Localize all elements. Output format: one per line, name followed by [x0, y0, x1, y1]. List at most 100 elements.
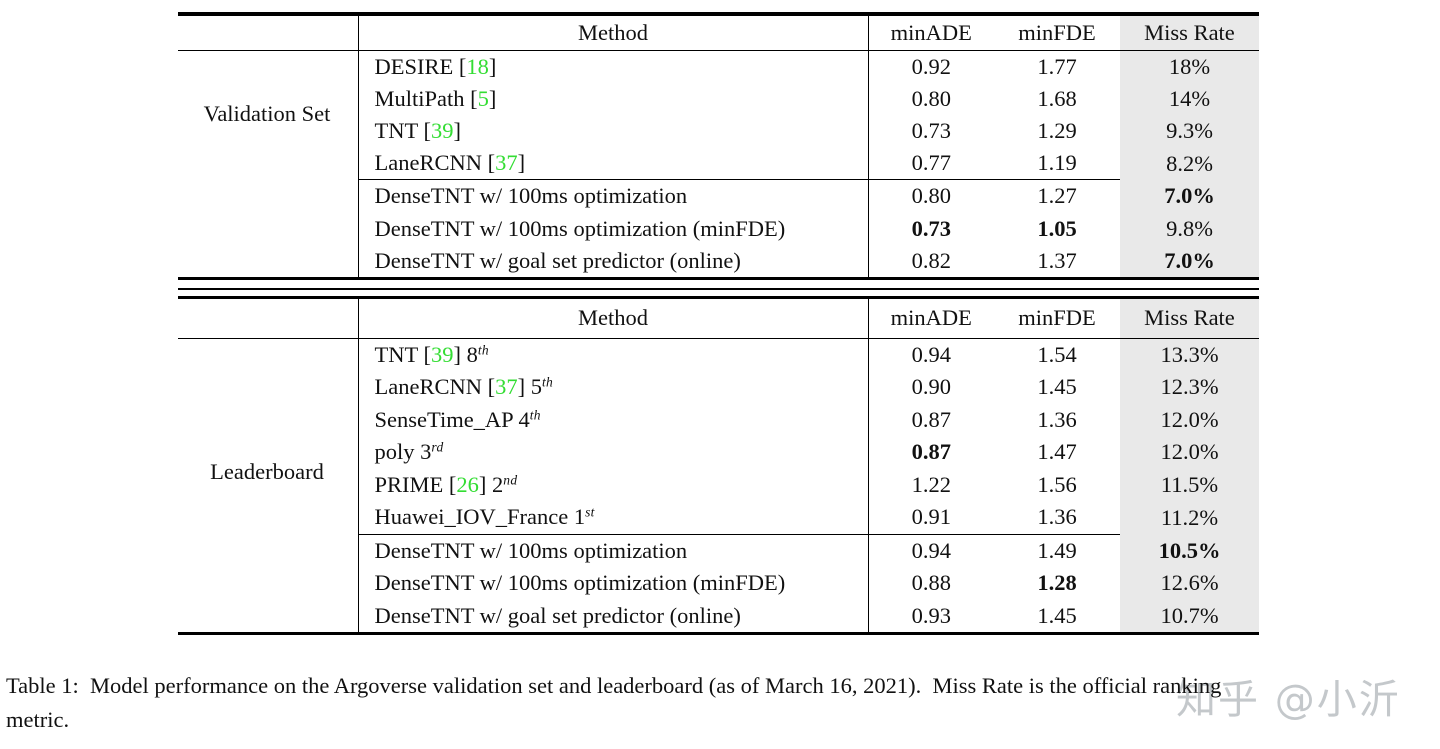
- minfde-cell: 1.68: [1037, 86, 1077, 112]
- method-text: TNT [: [374, 118, 431, 144]
- missrate-cell: 11.5%: [1120, 468, 1259, 501]
- minfde-cell: 1.29: [1037, 118, 1077, 144]
- minfde-cell: 1.05: [1037, 215, 1077, 241]
- table-row: MultiPath [5] 0.80 1.68 14%: [178, 83, 1259, 116]
- minfde-cell: 1.47: [1037, 439, 1077, 465]
- method-text: Huawei_IOV_France: [374, 504, 574, 530]
- minfde-cell: 1.19: [1037, 150, 1077, 176]
- table-row: LaneRCNN [37] 0.77 1.19 8.2%: [178, 147, 1259, 180]
- missrate-cell: 14%: [1120, 83, 1259, 116]
- group-label-cell: [178, 50, 359, 279]
- missrate-cell: 18%: [1120, 50, 1259, 84]
- minfde-cell: 1.27: [994, 179, 1120, 213]
- method-text: PRIME [: [374, 471, 457, 497]
- citation-link[interactable]: 37: [495, 374, 518, 400]
- caption-line-2: metric.: [6, 707, 70, 732]
- minade-cell: 0.80: [868, 179, 994, 213]
- rank-superscript: nd: [503, 472, 518, 488]
- rank-superscript: th: [541, 374, 554, 390]
- minade-cell: 0.73: [911, 215, 951, 241]
- method-cell: LaneRCNN [37]: [358, 147, 869, 180]
- method-cell: DESIRE [18]: [358, 50, 869, 84]
- minade-cell: 0.80: [911, 86, 951, 112]
- citation-link[interactable]: 5: [477, 86, 489, 112]
- minade-cell: 0.93: [911, 602, 951, 628]
- rank-superscript: th: [477, 342, 489, 358]
- column-header-minfde: minFDE: [994, 297, 1120, 339]
- minade-cell: 0.90: [911, 374, 951, 400]
- method-cell: DenseTNT w/ goal set predictor (online): [358, 244, 869, 279]
- method-text: LaneRCNN [: [374, 150, 496, 176]
- table-row: DESIRE [18] 0.92 1.77 18%: [178, 50, 1259, 279]
- missrate-cell: 12.0%: [1120, 403, 1259, 436]
- method-text: 8: [466, 341, 478, 367]
- missrate-cell: 7.0%: [1120, 179, 1259, 213]
- citation-link[interactable]: 18: [466, 54, 489, 80]
- group-label-leaderboard: Leaderboard: [210, 459, 324, 484]
- method-cell: PRIME [26] 2nd: [358, 468, 869, 501]
- table-row: DenseTNT w/ 100ms optimization 0.80 1.27 7.…: [178, 179, 1259, 213]
- minfde-cell: 1.36: [1037, 504, 1077, 530]
- caption-line-1: Table 1: Model performance on the Argove…: [6, 673, 1222, 698]
- method-text: ]: [478, 471, 493, 497]
- citation-link[interactable]: 37: [495, 150, 518, 176]
- minade-cell: 0.82: [911, 247, 951, 273]
- rank-superscript: st: [585, 504, 595, 520]
- missrate-cell: 8.2%: [1120, 147, 1259, 180]
- method-text: ]: [453, 118, 461, 144]
- minfde-cell: 1.49: [994, 533, 1120, 567]
- minade-cell: 0.94: [868, 533, 994, 567]
- method-text: TNT [: [374, 341, 431, 367]
- method-text: LaneRCNN [: [374, 374, 496, 400]
- method-cell: poly 3rd: [358, 436, 869, 469]
- missrate-cell: 9.3%: [1120, 115, 1259, 148]
- minfde-cell: 1.37: [1037, 247, 1077, 273]
- method-text: DenseTNT w/ 100ms optimization: [374, 183, 688, 209]
- missrate-cell: 9.8%: [1120, 212, 1259, 245]
- method-cell: DenseTNT w/ goal set predictor (online): [358, 599, 869, 634]
- method-text: ]: [488, 86, 497, 112]
- column-header-missrate: Miss Rate: [1120, 297, 1259, 339]
- rank-superscript: rd: [431, 439, 444, 455]
- missrate-cell: 12.6%: [1120, 567, 1259, 600]
- minfde-cell: 1.56: [1037, 471, 1077, 497]
- method-text: DenseTNT w/ 100ms optimization: [374, 537, 688, 563]
- method-text: 5: [530, 374, 542, 400]
- minfde-cell: 1.28: [1037, 570, 1077, 596]
- method-text: ]: [517, 150, 526, 176]
- table-caption: Table 1: Model performance on the Argove…: [6, 669, 1221, 737]
- table-row: Huawei_IOV_France 1st 0.91 1.36 11.2%: [178, 501, 1259, 534]
- citation-link[interactable]: 39: [430, 341, 454, 367]
- column-header-method: Method: [358, 14, 869, 51]
- method-text: MultiPath [: [374, 86, 478, 112]
- missrate-cell: 13.3%: [1120, 338, 1259, 371]
- table-row: DenseTNT w/ 100ms optimization (minFDE) 0…: [178, 567, 1259, 600]
- group-label-validation-set: Validation Set: [203, 101, 331, 126]
- method-text: 2: [492, 471, 504, 497]
- citation-link[interactable]: 39: [430, 118, 454, 144]
- table-row: DenseTNT w/ 100ms optimization 0.94 1.49 10…: [178, 533, 1259, 567]
- minade-cell: 0.73: [911, 118, 951, 144]
- minfde-cell: 1.36: [1037, 406, 1077, 432]
- table-row: PRIME [26] 2nd 1.22 1.56 11.5%: [178, 468, 1259, 501]
- minade-cell: 0.87: [911, 406, 951, 432]
- citation-link[interactable]: 26: [456, 471, 479, 497]
- method-text: SenseTime_AP: [374, 406, 519, 432]
- method-text: DenseTNT w/ 100ms optimization (minFDE): [374, 215, 786, 241]
- method-text: 4: [518, 406, 530, 432]
- minade-cell: 0.94: [911, 341, 951, 367]
- column-header-missrate: Miss Rate: [1120, 14, 1259, 51]
- method-cell: SenseTime_AP 4th: [358, 403, 869, 436]
- missrate-cell: 10.7%: [1120, 599, 1259, 634]
- method-cell: LaneRCNN [37] 5th: [358, 371, 869, 404]
- method-cell: Huawei_IOV_France 1st: [358, 501, 869, 534]
- method-text: DenseTNT w/ goal set predictor (online): [374, 247, 741, 273]
- zhihu-watermark: 知乎 @小沂: [1176, 677, 1401, 723]
- method-text: ]: [517, 374, 531, 400]
- method-cell: DenseTNT w/ 100ms optimization: [358, 179, 869, 213]
- method-text: DenseTNT w/ goal set predictor (online): [374, 602, 741, 628]
- method-cell: DenseTNT w/ 100ms optimization (minFDE): [358, 212, 869, 245]
- column-header-method: Method: [358, 297, 869, 339]
- method-text: ]: [488, 54, 497, 80]
